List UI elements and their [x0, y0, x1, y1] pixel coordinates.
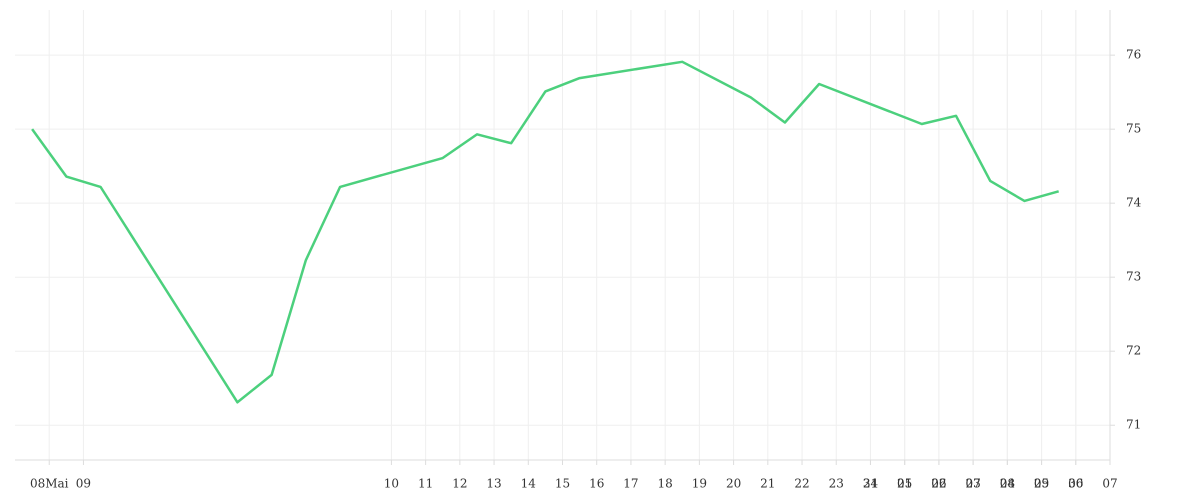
- data-line: [31, 60, 1060, 404]
- x-tick-label: 05: [1034, 477, 1049, 491]
- x-tick-label: 21: [760, 477, 775, 491]
- x-tick-label: 17: [623, 477, 638, 491]
- x-tick-label: 20: [726, 477, 741, 491]
- y-tick-label: 72: [1126, 344, 1141, 358]
- x-tick-label: 07: [1102, 477, 1117, 491]
- x-tick-label: 28: [1000, 477, 1015, 491]
- x-tick-label: 11: [418, 477, 433, 491]
- y-tick-label: 71: [1126, 418, 1141, 432]
- x-tick-label: 27: [965, 477, 980, 491]
- x-tick-label: 18: [658, 477, 673, 491]
- x-tick-label: 19: [692, 477, 707, 491]
- x-tick-label: 25: [897, 477, 912, 491]
- x-tick-label: 30: [1068, 477, 1083, 491]
- x-tick-label: 08Mai: [30, 477, 69, 491]
- x-tick-label: 03: [965, 477, 980, 491]
- x-tick-label: 06: [1068, 477, 1083, 491]
- x-tick-label: 14: [521, 477, 537, 491]
- x-tick-label: 13: [486, 477, 501, 491]
- y-tick-label: 75: [1126, 122, 1141, 136]
- y-tick-label: 76: [1126, 48, 1141, 62]
- x-tick-label: 22: [794, 477, 809, 491]
- x-tick-label: 12: [452, 477, 467, 491]
- x-tick-label: 09: [76, 477, 91, 491]
- y-tick-label: 74: [1126, 196, 1142, 210]
- x-tick-label: 23: [829, 477, 844, 491]
- x-tick-label: 16: [589, 477, 604, 491]
- x-tick-label: 01: [897, 477, 912, 491]
- x-tick-label: 10: [384, 477, 399, 491]
- x-tick-label: 15: [555, 477, 570, 491]
- x-tick-label: 02: [931, 477, 946, 491]
- x-tick-label: 26: [931, 477, 946, 491]
- x-tick-label: 04: [1000, 477, 1016, 491]
- y-tick-label: 73: [1126, 270, 1141, 284]
- x-tick-label: 24: [863, 477, 879, 491]
- x-tick-label: 31: [863, 477, 878, 491]
- x-tick-label: 29: [1034, 477, 1049, 491]
